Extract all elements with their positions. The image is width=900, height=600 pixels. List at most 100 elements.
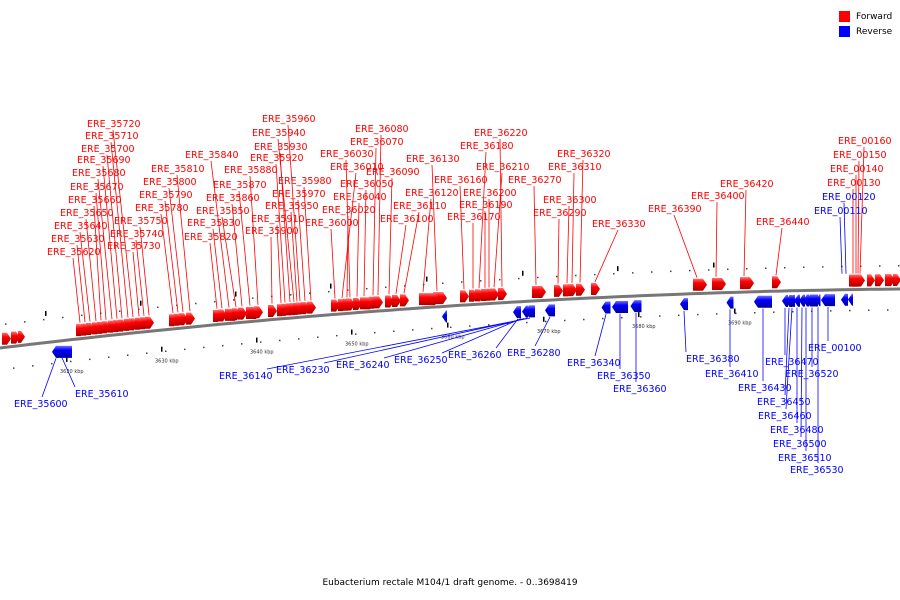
reverse-leader-line xyxy=(495,318,519,349)
genome-backbone xyxy=(0,287,900,350)
reverse-gene-label: ERE_36510 xyxy=(778,453,832,464)
forward-gene-arrow xyxy=(232,308,241,321)
forward-leader-line xyxy=(346,215,349,298)
forward-gene-arrow xyxy=(307,301,316,314)
reverse-gene-arrow xyxy=(821,294,835,307)
forward-leader-line xyxy=(97,178,113,320)
minor-tick xyxy=(51,362,53,365)
forward-leader-line xyxy=(212,228,223,309)
forward-gene-arrow xyxy=(169,314,178,327)
minor-tick xyxy=(537,276,539,279)
forward-gene-arrow xyxy=(135,317,144,330)
forward-gene-label: ERE_00130 xyxy=(827,178,881,189)
major-tick xyxy=(66,356,68,362)
forward-gene-label: ERE_36000 xyxy=(305,218,359,229)
forward-gene-arrow xyxy=(360,297,374,310)
reverse-leader-line xyxy=(785,307,793,410)
minor-tick xyxy=(792,310,794,313)
forward-gene-label: ERE_36130 xyxy=(406,154,460,165)
major-tick xyxy=(522,270,524,276)
major-tick xyxy=(140,300,142,306)
forward-gene-arrow xyxy=(124,318,133,331)
reverse-leader-line xyxy=(323,317,528,364)
reverse-gene-arrow xyxy=(442,310,447,323)
minor-tick xyxy=(119,310,121,312)
forward-leader-line xyxy=(95,192,107,320)
minor-tick xyxy=(203,346,205,349)
forward-gene-arrow xyxy=(331,299,340,312)
forward-leader-line xyxy=(356,202,360,297)
minor-tick xyxy=(784,266,786,269)
forward-leader-line xyxy=(85,218,97,321)
scale-ticks: 3620 kbp 3630 kbp 3640 kbp 3650 kbp 3660 kbp… xyxy=(5,262,900,375)
forward-gene-arrow xyxy=(885,274,895,287)
axis-label: 3670 kbp xyxy=(537,329,561,335)
forward-gene-arrow xyxy=(76,324,85,337)
forward-gene-arrow xyxy=(712,278,726,291)
minor-tick xyxy=(469,325,471,327)
reverse-gene-label: ERE_36140 xyxy=(219,371,273,382)
forward-leader-line xyxy=(673,214,698,278)
forward-gene-label: ERE_36330 xyxy=(592,219,646,230)
forward-gene-arrow xyxy=(2,332,11,345)
reverse-gene-label: ERE_36430 xyxy=(738,383,792,394)
minor-tick xyxy=(507,322,509,325)
forward-leader-line xyxy=(557,218,560,284)
reverse-gene-arrow xyxy=(52,345,72,358)
forward-leader-line xyxy=(132,251,140,317)
minor-tick xyxy=(621,316,623,319)
forward-gene-label: ERE_35720 xyxy=(87,119,141,130)
forward-leader-line xyxy=(93,205,102,321)
reverse-gene-arrow xyxy=(612,300,628,313)
reverse-gene-label: ERE_00110 xyxy=(814,206,868,217)
forward-gene-label: ERE_00150 xyxy=(833,150,887,161)
minor-tick xyxy=(727,268,729,271)
reverse-gene-label: ERE_36250 xyxy=(394,355,448,366)
minor-tick xyxy=(233,299,235,301)
minor-tick xyxy=(89,358,91,361)
legend-forward: Forward xyxy=(839,9,892,24)
minor-tick xyxy=(13,367,15,369)
forward-gene-label: ERE_36210 xyxy=(476,162,530,173)
forward-leader-line xyxy=(341,172,357,298)
minor-tick xyxy=(849,309,851,312)
axis-label: 3620 kbp xyxy=(60,369,84,375)
forward-gene-label: ERE_36200 xyxy=(463,188,517,199)
forward-gene-arrow xyxy=(563,284,572,297)
reverse-gene-arrow xyxy=(545,304,555,317)
minor-tick xyxy=(556,275,558,278)
minor-tick xyxy=(5,323,7,325)
minor-tick xyxy=(108,356,110,359)
forward-leader-line xyxy=(533,185,537,285)
forward-leader-line xyxy=(110,141,129,318)
minor-tick xyxy=(336,334,338,337)
minor-tick xyxy=(138,308,140,310)
minor-tick xyxy=(670,270,672,273)
minor-tick xyxy=(898,265,900,267)
forward-gene-label: ERE_35750 xyxy=(114,216,168,227)
major-tick xyxy=(426,276,428,282)
reverse-leader-line xyxy=(800,307,803,438)
forward-gene-label: ERE_35940 xyxy=(252,128,306,139)
minor-tick xyxy=(594,273,596,276)
reverse-gene-label: ERE_36450 xyxy=(757,397,811,408)
reverse-gene-label: ERE_36380 xyxy=(686,354,740,365)
reverse-gene-label: ERE_36520 xyxy=(785,369,839,380)
forward-gene-arrow xyxy=(532,286,546,299)
forward-leader-line xyxy=(857,160,860,274)
minor-tick xyxy=(822,266,824,268)
forward-gene-label: ERE_36110 xyxy=(393,201,447,212)
forward-gene-arrow xyxy=(740,277,754,290)
minor-tick xyxy=(62,316,64,319)
forward-gene-label: ERE_36270 xyxy=(508,175,562,186)
forward-gene-label: ERE_36390 xyxy=(648,204,702,215)
reverse-gene-arrow xyxy=(726,296,734,309)
forward-gene-label: ERE_36220 xyxy=(474,128,528,139)
forward-gene-arrow xyxy=(186,312,195,325)
forward-gene-label: ERE_35880 xyxy=(224,165,278,176)
forward-gene-label: ERE_35800 xyxy=(143,177,197,188)
forward-gene-arrow xyxy=(385,295,394,308)
forward-gene-label: ERE_35850 xyxy=(196,206,250,217)
minor-tick xyxy=(602,317,604,320)
forward-gene-arrow xyxy=(849,274,858,287)
